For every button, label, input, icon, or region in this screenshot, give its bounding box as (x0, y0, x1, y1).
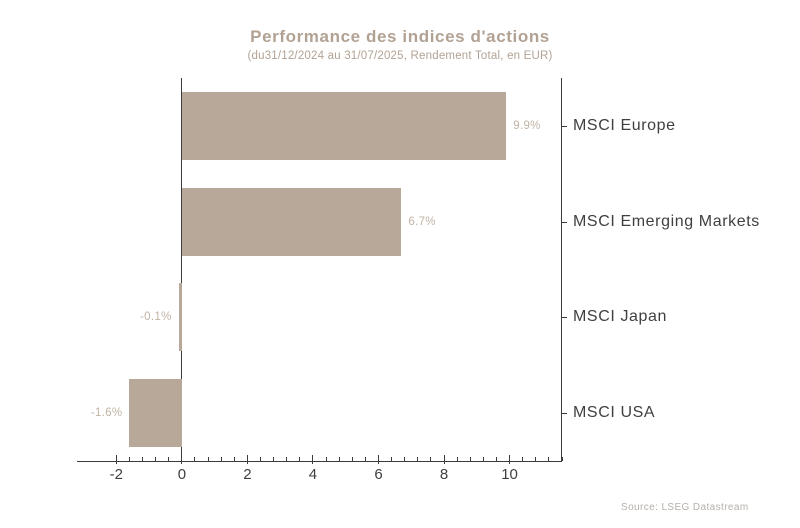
x-tick-label: 10 (501, 466, 518, 483)
x-minor-tick (548, 457, 550, 461)
value-axis-line (77, 461, 562, 462)
x-minor-tick (207, 457, 209, 461)
x-minor-tick (194, 457, 196, 461)
category-tick (562, 221, 567, 223)
chart-title: Performance des indices d'actions (250, 27, 550, 46)
bar-msci-europe (181, 91, 507, 160)
x-minor-tick (364, 457, 366, 461)
x-major-tick (181, 455, 183, 464)
x-minor-tick (168, 457, 170, 461)
x-minor-tick (273, 457, 275, 461)
category-axis-line (561, 78, 562, 461)
x-minor-tick (535, 457, 537, 461)
chart-subtitle: (du31/12/2024 au 31/07/2025, Rendement T… (247, 50, 553, 62)
x-minor-tick (260, 457, 261, 461)
x-major-tick (115, 455, 117, 464)
x-minor-tick (155, 457, 157, 461)
category-label: MSCI Europe (573, 116, 676, 134)
x-minor-tick (495, 457, 497, 461)
x-minor-tick (220, 457, 222, 461)
zero-baseline (181, 78, 183, 461)
bar-value-label: -1.6% (90, 407, 123, 420)
x-minor-tick (142, 457, 144, 461)
x-minor-tick (522, 457, 524, 461)
x-minor-tick (299, 457, 301, 461)
x-major-tick (509, 455, 511, 464)
x-minor-tick (430, 457, 432, 461)
category-tick (562, 317, 567, 319)
bar-msci-emerging-markets (181, 187, 402, 256)
x-major-tick (443, 455, 445, 464)
bar-value-label: 6.7% (408, 215, 436, 228)
x-minor-tick (233, 457, 235, 461)
bar-msci-usa (129, 379, 182, 448)
x-minor-tick (338, 457, 340, 461)
x-minor-tick (128, 457, 130, 461)
category-label: MSCI Japan (573, 308, 668, 326)
x-tick-label: -2 (109, 466, 123, 483)
category-tick (562, 125, 567, 127)
category-label: MSCI USA (573, 404, 656, 422)
x-minor-tick (404, 457, 406, 461)
x-minor-tick (391, 457, 393, 461)
bar-value-label: -0.1% (140, 311, 172, 324)
category-tick (562, 413, 567, 415)
x-tick-label: 6 (374, 466, 383, 483)
x-minor-tick (351, 457, 353, 461)
x-tick-label: 0 (177, 466, 187, 483)
source-credit: Source: LSEG Datastream (621, 502, 749, 513)
x-major-tick (312, 455, 314, 464)
x-major-tick (377, 455, 379, 464)
plot-area: 9.9% 6.7% -0.1% -1.6% (77, 78, 563, 464)
category-label: MSCI Emerging Markets (573, 212, 760, 230)
bar-value-label: 9.9% (513, 119, 541, 132)
x-minor-tick (469, 457, 471, 461)
x-minor-tick (482, 457, 484, 461)
x-minor-tick (417, 457, 419, 461)
x-minor-tick (286, 457, 288, 461)
x-tick-label: 8 (439, 466, 449, 483)
x-minor-tick (561, 457, 563, 461)
x-tick-label: 2 (243, 466, 252, 483)
x-minor-tick (325, 457, 327, 461)
x-major-tick (246, 455, 248, 464)
bar-msci-japan (178, 283, 182, 352)
x-tick-label: 4 (308, 466, 318, 483)
x-minor-tick (456, 457, 458, 461)
